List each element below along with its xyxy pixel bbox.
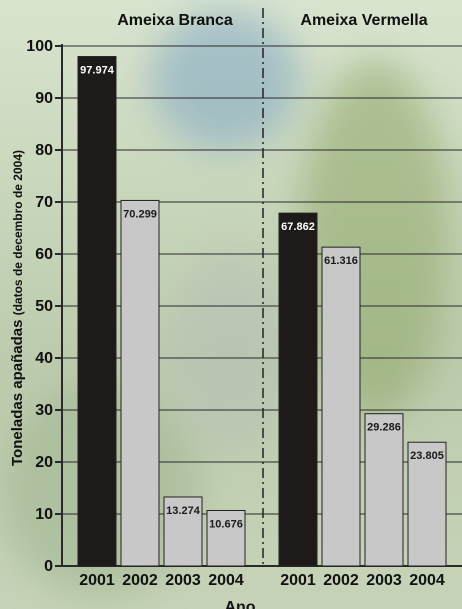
y-tick-label: 0 (44, 558, 53, 575)
bar (278, 212, 318, 567)
background-blob (170, 250, 290, 450)
bar (77, 56, 117, 567)
y-tick-label: 50 (35, 298, 53, 315)
x-category-label: 2004 (409, 572, 445, 589)
x-category-label: 2003 (165, 572, 201, 589)
bar (163, 496, 203, 567)
x-category-label: 2002 (323, 572, 359, 589)
y-axis-title: Toneladas apañadas (datos de decembro de… (9, 150, 26, 466)
bar-value-label: 70.299 (123, 208, 157, 220)
bar-value-label: 23.805 (410, 450, 444, 462)
bar-value-label: 97.974 (80, 65, 115, 77)
y-tick-label: 10 (35, 506, 53, 523)
y-axis-title-main: Toneladas apañadas (9, 315, 26, 466)
bar (321, 246, 361, 567)
x-axis-title: Ano (224, 599, 255, 609)
bar-value-label: 67.862 (281, 221, 315, 233)
y-tick-label: 80 (35, 142, 53, 159)
y-tick-label: 100 (26, 38, 53, 55)
y-tick-label: 40 (35, 350, 53, 367)
group-title: Ameixa Branca (117, 12, 233, 29)
background-blob (150, 10, 300, 150)
bar-value-label: 13.274 (166, 505, 201, 517)
bar-value-label: 61.316 (324, 255, 358, 267)
x-category-label: 2003 (366, 572, 402, 589)
bar-value-label: 29.286 (367, 422, 401, 434)
bar (206, 509, 246, 567)
y-tick-label: 20 (35, 454, 53, 471)
y-tick-label: 60 (35, 246, 53, 263)
bar (120, 199, 160, 567)
x-category-label: 2001 (280, 572, 316, 589)
y-axis-title-sub: (datos de decembro de 2004) (11, 150, 25, 315)
x-category-label: 2001 (79, 572, 115, 589)
y-tick-label: 30 (35, 402, 53, 419)
bar-value-label: 10.676 (209, 518, 243, 530)
bars-layer (77, 56, 447, 567)
x-category-label: 2004 (208, 572, 244, 589)
group-title: Ameixa Vermella (300, 12, 427, 29)
bar (407, 441, 447, 567)
y-tick-label: 70 (35, 194, 53, 211)
text-layer: 0 10 20 30 40 50 60 70 80 90 100 Ameixa Branca 97.97… (9, 12, 445, 609)
x-category-label: 2002 (122, 572, 158, 589)
y-tick-label: 90 (35, 90, 53, 107)
bar (364, 413, 404, 567)
